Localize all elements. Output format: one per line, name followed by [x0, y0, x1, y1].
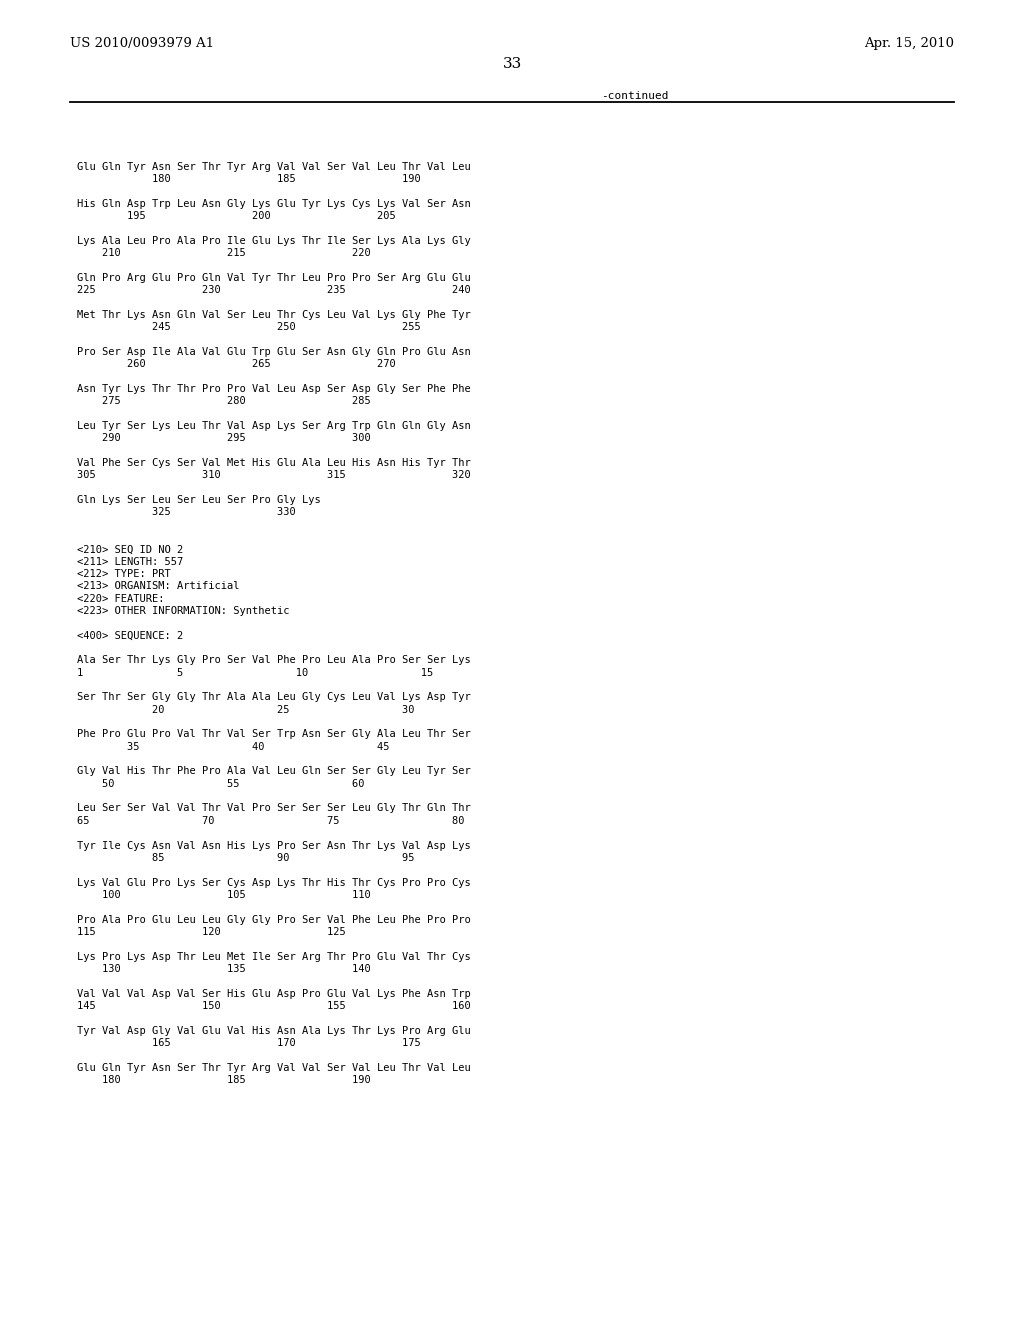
Text: 100                 105                 110: 100 105 110: [77, 890, 371, 900]
Text: Ala Ser Thr Lys Gly Pro Ser Val Phe Pro Leu Ala Pro Ser Ser Lys: Ala Ser Thr Lys Gly Pro Ser Val Phe Pro …: [77, 655, 471, 665]
Text: <212> TYPE: PRT: <212> TYPE: PRT: [77, 569, 171, 579]
Text: Tyr Ile Cys Asn Val Asn His Lys Pro Ser Asn Thr Lys Val Asp Lys: Tyr Ile Cys Asn Val Asn His Lys Pro Ser …: [77, 841, 471, 850]
Text: US 2010/0093979 A1: US 2010/0093979 A1: [70, 37, 214, 50]
Text: <223> OTHER INFORMATION: Synthetic: <223> OTHER INFORMATION: Synthetic: [77, 606, 290, 616]
Text: Apr. 15, 2010: Apr. 15, 2010: [864, 37, 954, 50]
Text: 290                 295                 300: 290 295 300: [77, 433, 371, 444]
Text: 210                 215                 220: 210 215 220: [77, 248, 371, 259]
Text: 145                 150                 155                 160: 145 150 155 160: [77, 1001, 471, 1011]
Text: Met Thr Lys Asn Gln Val Ser Leu Thr Cys Leu Val Lys Gly Phe Tyr: Met Thr Lys Asn Gln Val Ser Leu Thr Cys …: [77, 310, 471, 319]
Text: Gln Lys Ser Leu Ser Leu Ser Pro Gly Lys: Gln Lys Ser Leu Ser Leu Ser Pro Gly Lys: [77, 495, 321, 506]
Text: <400> SEQUENCE: 2: <400> SEQUENCE: 2: [77, 631, 183, 640]
Text: 35                  40                  45: 35 40 45: [77, 742, 389, 752]
Text: 325                 330: 325 330: [77, 507, 296, 517]
Text: Glu Gln Tyr Asn Ser Thr Tyr Arg Val Val Ser Val Leu Thr Val Leu: Glu Gln Tyr Asn Ser Thr Tyr Arg Val Val …: [77, 162, 471, 172]
Text: 195                 200                 205: 195 200 205: [77, 211, 395, 220]
Text: 225                 230                 235                 240: 225 230 235 240: [77, 285, 471, 296]
Text: 115                 120                 125: 115 120 125: [77, 927, 345, 937]
Text: 260                 265                 270: 260 265 270: [77, 359, 395, 370]
Text: 305                 310                 315                 320: 305 310 315 320: [77, 470, 471, 480]
Text: Tyr Val Asp Gly Val Glu Val His Asn Ala Lys Thr Lys Pro Arg Glu: Tyr Val Asp Gly Val Glu Val His Asn Ala …: [77, 1026, 471, 1036]
Text: Pro Ala Pro Glu Leu Leu Gly Gly Pro Ser Val Phe Leu Phe Pro Pro: Pro Ala Pro Glu Leu Leu Gly Gly Pro Ser …: [77, 915, 471, 924]
Text: <220> FEATURE:: <220> FEATURE:: [77, 594, 164, 603]
Text: His Gln Asp Trp Leu Asn Gly Lys Glu Tyr Lys Cys Lys Val Ser Asn: His Gln Asp Trp Leu Asn Gly Lys Glu Tyr …: [77, 199, 471, 209]
Text: 275                 280                 285: 275 280 285: [77, 396, 371, 407]
Text: Gly Val His Thr Phe Pro Ala Val Leu Gln Ser Ser Gly Leu Tyr Ser: Gly Val His Thr Phe Pro Ala Val Leu Gln …: [77, 767, 471, 776]
Text: Lys Pro Lys Asp Thr Leu Met Ile Ser Arg Thr Pro Glu Val Thr Cys: Lys Pro Lys Asp Thr Leu Met Ile Ser Arg …: [77, 952, 471, 961]
Text: Phe Pro Glu Pro Val Thr Val Ser Trp Asn Ser Gly Ala Leu Thr Ser: Phe Pro Glu Pro Val Thr Val Ser Trp Asn …: [77, 730, 471, 739]
Text: Leu Tyr Ser Lys Leu Thr Val Asp Lys Ser Arg Trp Gln Gln Gly Asn: Leu Tyr Ser Lys Leu Thr Val Asp Lys Ser …: [77, 421, 471, 430]
Text: Lys Val Glu Pro Lys Ser Cys Asp Lys Thr His Thr Cys Pro Pro Cys: Lys Val Glu Pro Lys Ser Cys Asp Lys Thr …: [77, 878, 471, 887]
Text: 33: 33: [503, 57, 521, 71]
Text: Glu Gln Tyr Asn Ser Thr Tyr Arg Val Val Ser Val Leu Thr Val Leu: Glu Gln Tyr Asn Ser Thr Tyr Arg Val Val …: [77, 1063, 471, 1073]
Text: Gln Pro Arg Glu Pro Gln Val Tyr Thr Leu Pro Pro Ser Arg Glu Glu: Gln Pro Arg Glu Pro Gln Val Tyr Thr Leu …: [77, 273, 471, 282]
Text: <211> LENGTH: 557: <211> LENGTH: 557: [77, 557, 183, 566]
Text: 180                 185                 190: 180 185 190: [77, 1074, 371, 1085]
Text: 65                  70                  75                  80: 65 70 75 80: [77, 816, 464, 826]
Text: Val Val Val Asp Val Ser His Glu Asp Pro Glu Val Lys Phe Asn Trp: Val Val Val Asp Val Ser His Glu Asp Pro …: [77, 989, 471, 999]
Text: Val Phe Ser Cys Ser Val Met His Glu Ala Leu His Asn His Tyr Thr: Val Phe Ser Cys Ser Val Met His Glu Ala …: [77, 458, 471, 467]
Text: 245                 250                 255: 245 250 255: [77, 322, 421, 333]
Text: -continued: -continued: [601, 91, 669, 102]
Text: 85                  90                  95: 85 90 95: [77, 853, 415, 863]
Text: Leu Ser Ser Val Val Thr Val Pro Ser Ser Ser Leu Gly Thr Gln Thr: Leu Ser Ser Val Val Thr Val Pro Ser Ser …: [77, 804, 471, 813]
Text: Pro Ser Asp Ile Ala Val Glu Trp Glu Ser Asn Gly Gln Pro Glu Asn: Pro Ser Asp Ile Ala Val Glu Trp Glu Ser …: [77, 347, 471, 356]
Text: 130                 135                 140: 130 135 140: [77, 964, 371, 974]
Text: 165                 170                 175: 165 170 175: [77, 1038, 421, 1048]
Text: 50                  55                  60: 50 55 60: [77, 779, 365, 789]
Text: <213> ORGANISM: Artificial: <213> ORGANISM: Artificial: [77, 581, 240, 591]
Text: 180                 185                 190: 180 185 190: [77, 174, 421, 183]
Text: Asn Tyr Lys Thr Thr Pro Pro Val Leu Asp Ser Asp Gly Ser Phe Phe: Asn Tyr Lys Thr Thr Pro Pro Val Leu Asp …: [77, 384, 471, 393]
Text: Ser Thr Ser Gly Gly Thr Ala Ala Leu Gly Cys Leu Val Lys Asp Tyr: Ser Thr Ser Gly Gly Thr Ala Ala Leu Gly …: [77, 693, 471, 702]
Text: <210> SEQ ID NO 2: <210> SEQ ID NO 2: [77, 544, 183, 554]
Text: Lys Ala Leu Pro Ala Pro Ile Glu Lys Thr Ile Ser Lys Ala Lys Gly: Lys Ala Leu Pro Ala Pro Ile Glu Lys Thr …: [77, 236, 471, 246]
Text: 1               5                  10                  15: 1 5 10 15: [77, 668, 433, 677]
Text: 20                  25                  30: 20 25 30: [77, 705, 415, 714]
